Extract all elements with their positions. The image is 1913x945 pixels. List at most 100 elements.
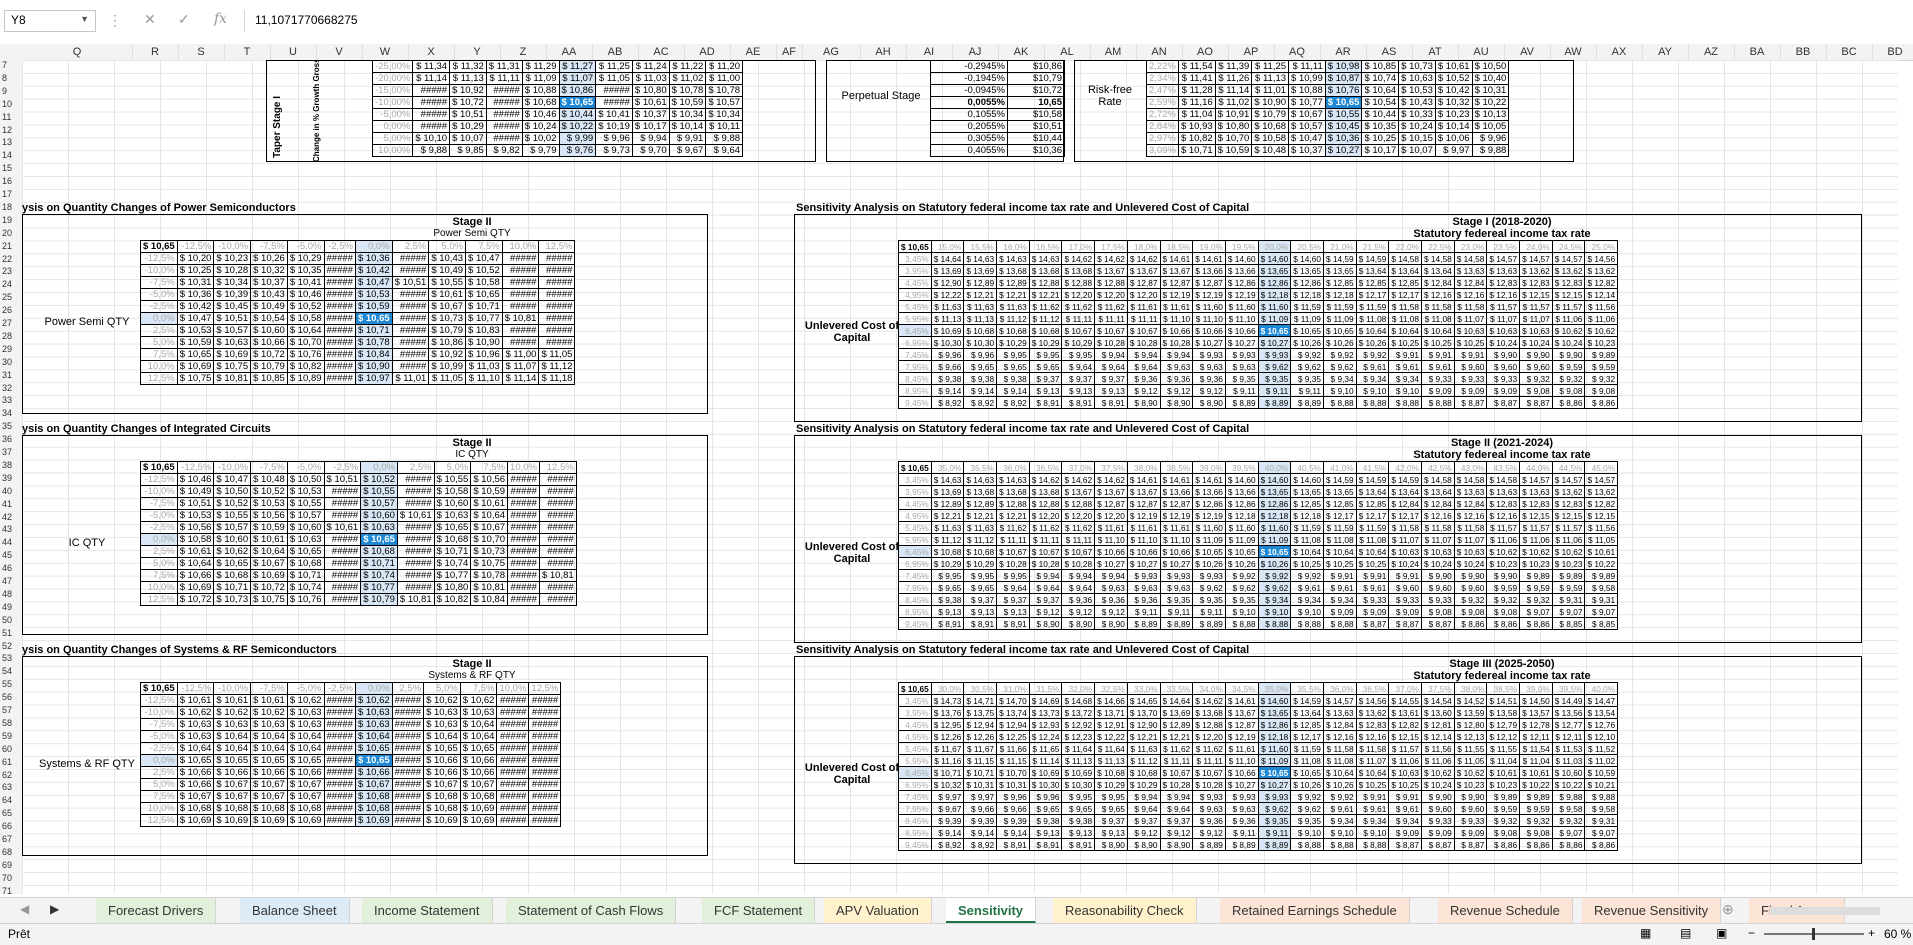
cell[interactable]: $ 13,66 <box>1192 485 1226 498</box>
cell[interactable]: $ 10,17 <box>1361 144 1400 157</box>
cell[interactable]: $ 11,16 <box>1177 96 1216 109</box>
cell[interactable]: $ 9,79 <box>521 144 560 157</box>
column-header-ac[interactable]: AC <box>638 44 685 60</box>
row-value[interactable]: 8,95% <box>898 826 932 839</box>
cell[interactable]: $ 13,66 <box>1224 264 1259 277</box>
column-value[interactable]: 40,0% <box>1257 461 1292 474</box>
cell[interactable]: $ 13,68 <box>996 264 1030 277</box>
cell[interactable]: $ 10,63 <box>286 533 325 546</box>
column-value[interactable]: -10,0% <box>213 461 252 474</box>
cell[interactable]: $ 8,87 <box>1355 617 1390 630</box>
cell[interactable]: $ 10,67 <box>250 790 288 803</box>
cell[interactable]: $ 10,71 <box>963 766 998 779</box>
row-value[interactable]: 5,45% <box>898 521 932 534</box>
cell[interactable]: $ 10,64 <box>176 742 215 755</box>
cell[interactable]: $ 11,05 <box>595 72 633 85</box>
cell[interactable]: $ 10,53 <box>250 497 288 510</box>
cell[interactable]: $ 10,65 <box>1257 545 1292 558</box>
cell[interactable]: $ 11,62 <box>1028 521 1063 534</box>
column-value[interactable]: 44,0% <box>1519 461 1553 474</box>
cell[interactable]: $ 10,66 <box>1159 324 1194 337</box>
cell[interactable]: $ 11,12 <box>1028 312 1063 325</box>
cell[interactable]: $ 13,66 <box>1159 485 1194 498</box>
cell[interactable]: ##### <box>391 742 425 755</box>
cell[interactable]: $ 9,13 <box>963 605 998 618</box>
cell[interactable]: $ 10,58 <box>176 533 215 546</box>
cell[interactable]: $ 10,45 <box>1324 120 1363 133</box>
cell[interactable]: $ 9,95 <box>930 569 965 582</box>
cell[interactable]: $ 8,92 <box>963 838 998 851</box>
cell[interactable]: $ 9,10 <box>1355 384 1390 397</box>
column-header-am[interactable]: AM <box>1090 44 1137 60</box>
cell[interactable]: $ 9,09 <box>1421 826 1455 839</box>
cell[interactable]: $ 8,91 <box>1061 838 1096 851</box>
row-header-52[interactable]: 52 <box>2 640 13 651</box>
cell[interactable]: $ 10,48 <box>250 473 288 486</box>
cell[interactable]: $ 12,86 <box>1192 497 1226 510</box>
cell[interactable]: ##### <box>323 300 356 313</box>
cell[interactable]: $ 10,71 <box>354 324 393 337</box>
cell[interactable]: $ 12,94 <box>996 718 1030 731</box>
row-header-69[interactable]: 69 <box>2 859 13 870</box>
cell[interactable]: $ 11,07 <box>1421 533 1455 546</box>
cell[interactable]: $ 10,29 <box>1094 778 1128 791</box>
column-header-ba[interactable]: BA <box>1734 44 1781 60</box>
cell[interactable]: $ 11,08 <box>1290 533 1324 546</box>
cell[interactable]: $ 10,65 <box>354 312 393 325</box>
cell[interactable]: $ 10,59 <box>1584 766 1619 779</box>
cell[interactable]: $ 11,64 <box>1061 742 1096 755</box>
cell[interactable]: 7,5% <box>140 790 178 803</box>
cell[interactable]: $ 10,68 <box>250 802 288 815</box>
cell[interactable]: $ 9,94 <box>631 132 670 145</box>
cell[interactable]: $ 10,98 <box>1324 60 1363 73</box>
cell[interactable]: $ 9,62 <box>1257 581 1292 594</box>
cell[interactable]: $ 10,65 <box>286 545 325 558</box>
column-header-al[interactable]: AL <box>1044 44 1091 60</box>
cell[interactable]: $ 10,67 <box>1126 324 1161 337</box>
column-header-ab[interactable]: AB <box>592 44 639 60</box>
cell[interactable]: $ 9,93 <box>1257 790 1292 803</box>
cell[interactable]: $ 10,51 <box>323 473 362 486</box>
cell[interactable]: $ 10,61 <box>396 509 435 522</box>
column-value[interactable]: 38,0% <box>1453 682 1488 695</box>
cell[interactable]: $ 13,65 <box>1257 485 1292 498</box>
cell[interactable]: $ 12,87 <box>1224 718 1259 731</box>
cell[interactable]: $ 9,97 <box>963 790 998 803</box>
cell[interactable]: $ 10,61 <box>1519 766 1553 779</box>
cell[interactable]: $ 10,37 <box>631 108 670 121</box>
cell[interactable]: $ 11,11 <box>1126 312 1161 325</box>
cell[interactable]: $ 14,58 <box>1421 252 1455 265</box>
column-value[interactable]: 7,5% <box>465 240 503 253</box>
cell[interactable]: $ 14,61 <box>1159 473 1194 486</box>
cell[interactable]: $ 9,13 <box>1094 826 1128 839</box>
cell[interactable]: $ 9,10 <box>1322 826 1357 839</box>
cell[interactable]: $ 11,60 <box>1257 742 1292 755</box>
row-value[interactable]: 4,95% <box>898 288 932 301</box>
sheet-tab[interactable]: Balance Sheet <box>240 898 350 924</box>
cell[interactable]: $ 10,62 <box>286 694 325 707</box>
cell[interactable]: $ 10,68 <box>433 533 472 546</box>
cell[interactable]: ##### <box>396 497 435 510</box>
cell[interactable]: $ 10,55 <box>433 473 472 486</box>
row-header-39[interactable]: 39 <box>2 472 13 483</box>
column-value[interactable]: 22,0% <box>1388 240 1422 253</box>
row-header-16[interactable]: 16 <box>2 176 13 187</box>
cell[interactable]: $ 10,30 <box>1028 778 1063 791</box>
cell[interactable]: $ 10,65 <box>354 742 393 755</box>
cell[interactable]: $ 9,08 <box>1421 605 1455 618</box>
corner-cell[interactable]: $ 10,65 <box>140 682 178 695</box>
zoom-level[interactable]: 60 % <box>1884 927 1912 941</box>
cell[interactable]: $ 11,08 <box>1388 312 1422 325</box>
cell[interactable]: $ 10,63 <box>1486 324 1521 337</box>
cell[interactable]: $ 10,40 <box>1471 72 1510 85</box>
cell[interactable]: $ 10,63 <box>1398 72 1436 85</box>
cell[interactable]: $ 12,18 <box>1257 509 1292 522</box>
cell[interactable]: $ 11,60 <box>1192 300 1226 313</box>
row-header-70[interactable]: 70 <box>2 872 13 883</box>
cell[interactable]: $ 10,52 <box>1434 72 1473 85</box>
cell[interactable]: $ 14,58 <box>1453 473 1488 486</box>
cell[interactable]: $ 11,58 <box>1388 521 1422 534</box>
cell[interactable]: $ 12,91 <box>1094 718 1128 731</box>
cell[interactable]: $ 11,14 <box>1214 84 1253 97</box>
row-value[interactable]: 6,95% <box>898 336 932 349</box>
